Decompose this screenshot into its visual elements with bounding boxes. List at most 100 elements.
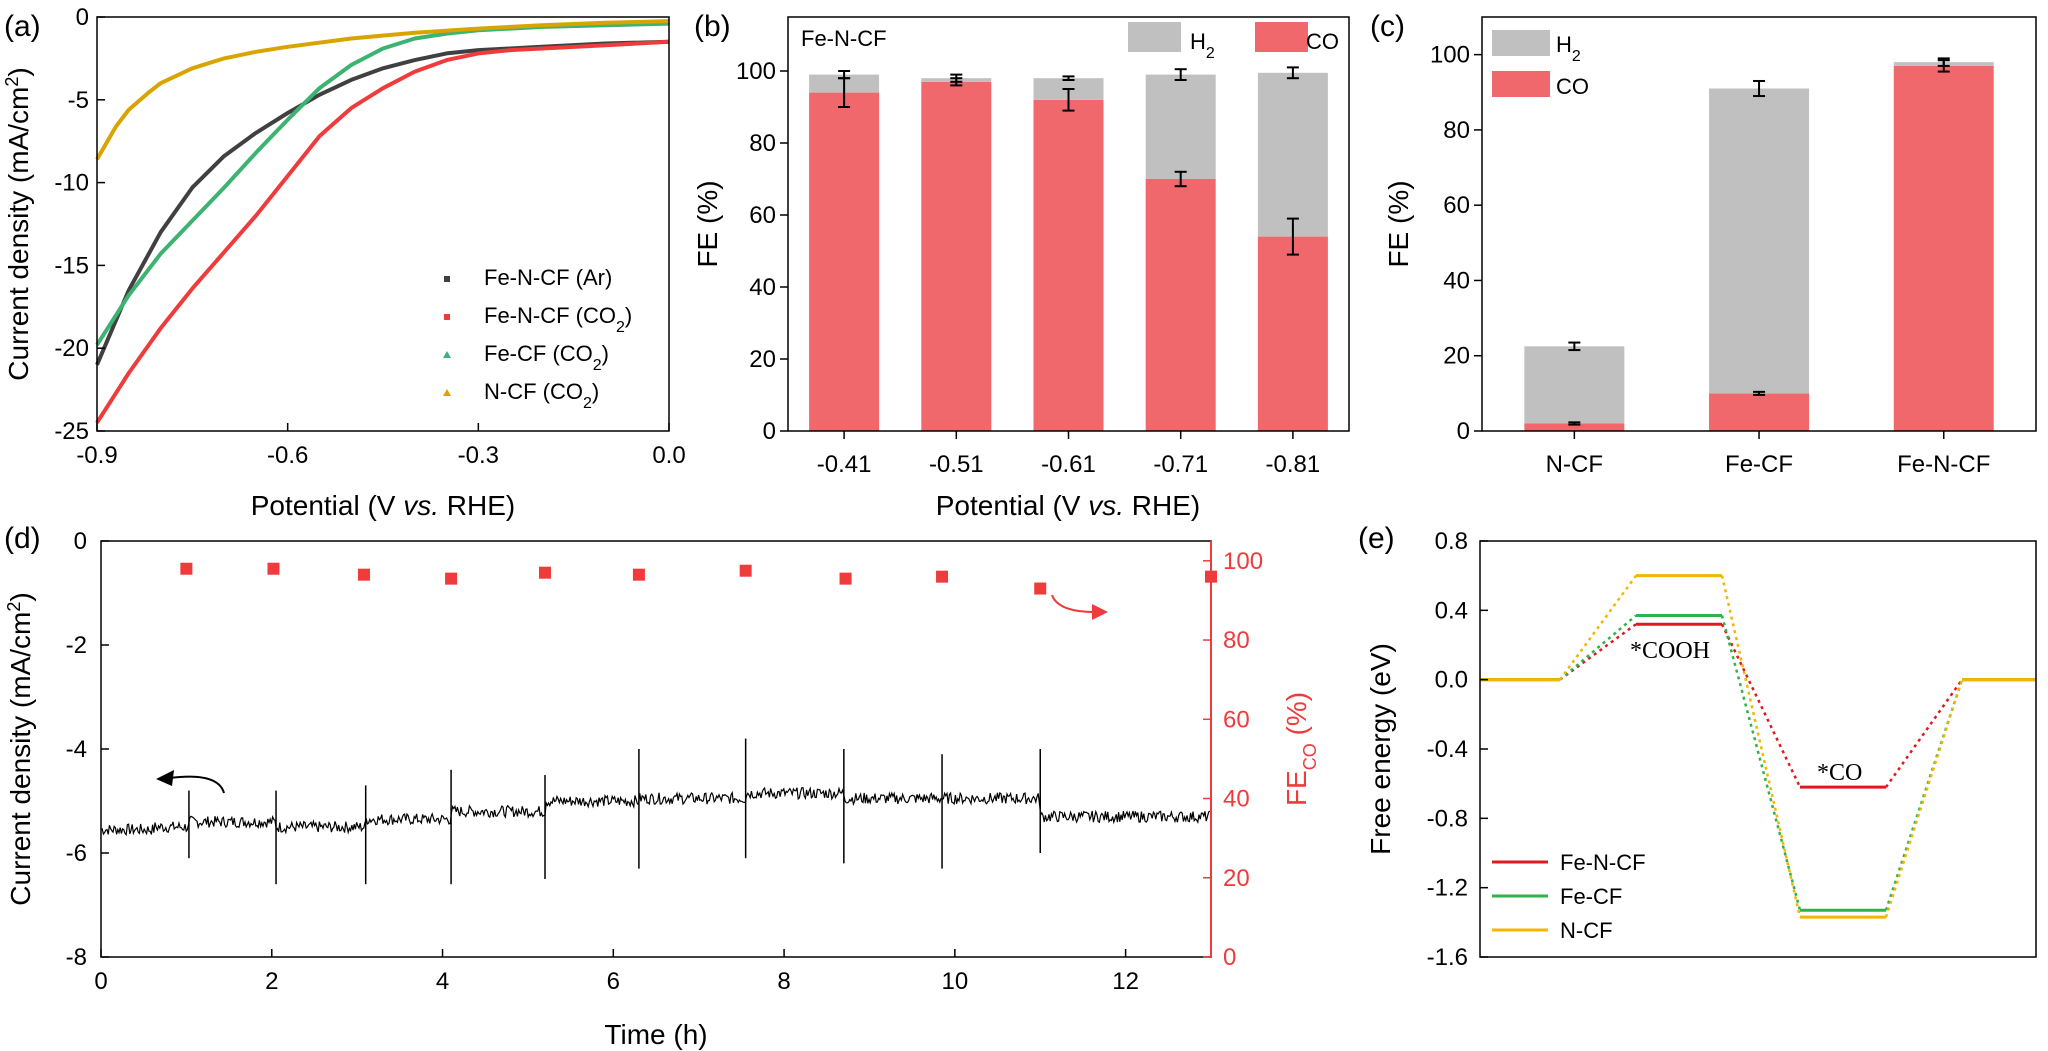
x-tick-label: N-CF [1546,451,1603,478]
fe-point [445,572,458,585]
legend-swatch [1492,30,1550,56]
panel-a-frame [96,16,670,432]
x-tick-label: -0.61 [1041,451,1096,478]
energy-connector [1720,615,1802,911]
fe-point [632,568,645,581]
y-tick-label: -6 [66,840,87,867]
y-tick-label: 0 [76,4,89,31]
legend-label: Fe-N-CF (Ar) [484,265,612,290]
x-tick-label: 0 [94,968,107,995]
series-line-ncf [95,19,670,161]
bar-co [1257,236,1328,431]
panel-b-xlabel: Potential (V vs. RHE) [936,490,1201,521]
legend-marker [444,276,450,282]
y-tick-label: -8 [66,944,87,971]
y-tick-label: 20 [749,346,776,373]
legend-marker [444,314,450,320]
x-tick-label: -0.71 [1153,451,1208,478]
y-tick-label: 0.0 [1435,667,1468,694]
fe-point [539,566,551,579]
fe-point [267,562,280,575]
bar-h2 [1524,346,1625,424]
y2-tick-label: 100 [1223,548,1263,575]
left-arrow-annotation [169,775,225,794]
y2-tick-label: 60 [1223,706,1250,733]
x-tick-label: 4 [436,968,449,995]
fe-point [839,572,852,585]
series-line-co2 [95,39,670,424]
x-tick-label: -0.81 [1266,451,1321,478]
fe-point [1034,582,1047,595]
bar-co [1893,65,1994,431]
y-tick-label: 0.8 [1435,528,1468,555]
legend-label: Fe-CF (CO2) [484,341,609,374]
y-tick-label: 100 [1430,42,1470,69]
panel-label-d: (d) [4,522,41,555]
panel-d-y2label: FECO (%) [1281,692,1320,806]
right-arrowhead [1092,604,1108,620]
panel-e-ticks: 0.8 0.4 0.0 -0.4 -0.8 -1.2 -1.6 [1427,528,1488,971]
y-tick-label: -15 [54,252,89,279]
x-tick-label: -0.3 [458,442,499,469]
bar-h2 [1145,74,1216,179]
panel-b-bars [809,66,1328,432]
y-tick-label: 0 [74,528,87,555]
panel-c-bars [1524,57,1994,431]
y-tick-label: 100 [736,58,776,85]
panel-e-series [1480,574,2036,919]
x-tick-label: 2 [265,968,278,995]
panel-a-series [95,19,670,424]
legend-label: Fe-N-CF [1560,850,1646,875]
y-tick-label: -5 [68,87,89,114]
cooh-label: *COOH [1630,638,1710,664]
y2-tick-label: 80 [1223,627,1250,654]
energy-connector [1558,574,1638,681]
bar-co [1033,99,1104,432]
y2-tick-label: 0 [1223,944,1236,971]
panel-label-c: (c) [1370,10,1405,43]
panel-a-legend: Fe-N-CF (Ar) Fe-N-CF (CO2) Fe-CF (CO2) N-CF… [443,265,632,412]
x-tick-label: Fe-N-CF [1897,451,1990,478]
legend-label: CO [1556,74,1589,99]
legend-swatch [1255,22,1308,52]
x-tick-label: 6 [607,968,620,995]
x-tick-label: -0.9 [76,442,117,469]
y-tick-label: 20 [1443,343,1470,370]
y-tick-label: -0.4 [1427,736,1468,763]
y-tick-label: 40 [1443,267,1470,294]
legend-marker [443,389,451,396]
co-label: *CO [1817,760,1862,786]
energy-connector [1720,623,1802,788]
panel-d-ticks: 0 2 4 6 8 10 12 0 -2 -4 -6 -8 0 20 40 60 80 100 [66,528,1263,995]
panel-d-frame [100,540,1212,958]
energy-connector [1884,678,1964,788]
y-tick-label: -25 [54,418,89,445]
y-tick-label: 60 [1443,192,1470,219]
y-tick-label: -2 [66,632,87,659]
legend-swatch [1128,22,1181,52]
legend-label: Fe-CF [1560,884,1622,909]
y2-tick-label: 40 [1223,786,1250,813]
legend-label: H2 [1556,32,1581,65]
panel-e: 0.8 0.4 0.0 -0.4 -0.8 -1.2 -1.6 *COOH *CO Fe-N… [1365,528,2037,971]
panel-a-ticks: -0.9 -0.6 -0.3 0.0 0 -5 -10 -15 -20 -25 [54,4,685,469]
panel-label-b: (b) [694,10,731,43]
y-tick-label: -20 [54,335,89,362]
fe-point [357,568,370,581]
energy-connector [1559,614,1637,681]
y-tick-label: -10 [54,170,89,197]
legend-label: H2 [1190,29,1215,62]
bar-co [921,81,992,432]
bar-co [1524,423,1625,431]
fe-point [739,564,752,577]
left-arrowhead [156,770,174,786]
fe-point [936,570,949,583]
panel-c-legend: H2 CO [1492,30,1589,99]
panel-e-legend: Fe-N-CF Fe-CF N-CF [1492,850,1646,943]
bar-h2 [1257,72,1328,237]
legend-label: N-CF [1560,918,1613,943]
panel-a-xlabel: Potential (V vs. RHE) [251,490,516,521]
y-tick-label: 0.4 [1435,597,1468,624]
